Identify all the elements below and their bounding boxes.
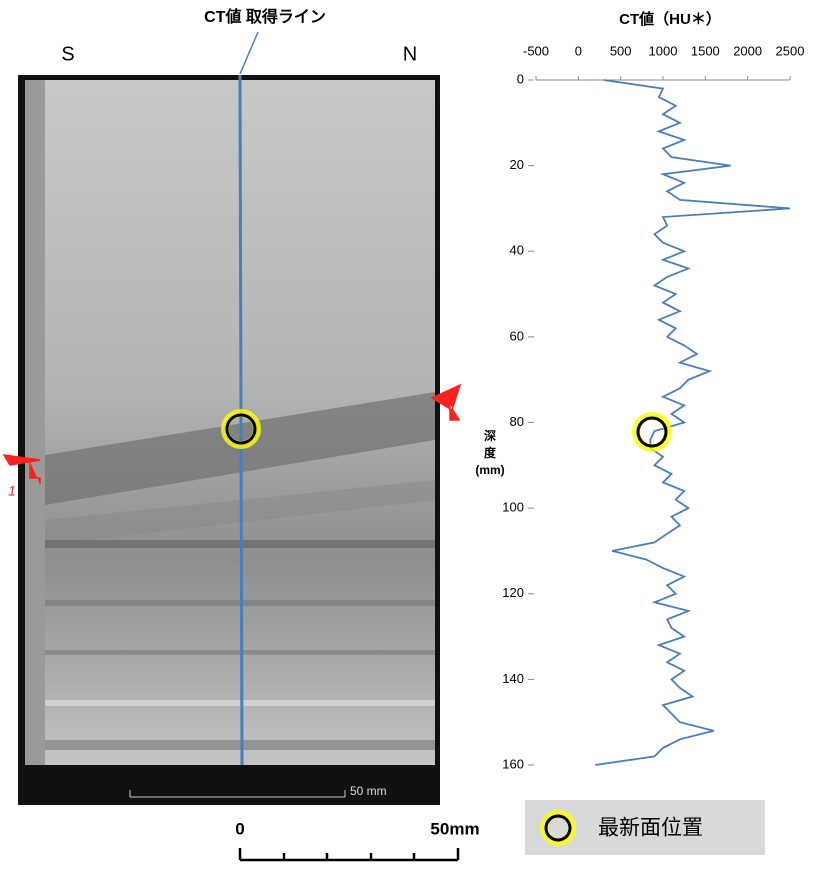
left-label: S bbox=[61, 43, 74, 65]
x-tick-label: 2000 bbox=[733, 43, 762, 58]
ct-value-line bbox=[595, 79, 791, 766]
x-tick-label: 0 bbox=[575, 43, 582, 58]
chart-position-circle bbox=[636, 416, 668, 448]
chart-position-glow bbox=[632, 412, 672, 452]
position-glow bbox=[221, 409, 261, 449]
x-tick-label: 500 bbox=[610, 43, 632, 58]
y-tick-label: 60 bbox=[510, 328, 524, 343]
title-arrow bbox=[239, 31, 259, 75]
right-label: N bbox=[403, 43, 417, 65]
y-tick-label: 20 bbox=[510, 157, 524, 172]
marker-left bbox=[2, 454, 41, 484]
marker-right bbox=[430, 383, 462, 421]
x-tick-label: -500 bbox=[523, 43, 549, 58]
y-tick-label: 140 bbox=[502, 671, 524, 686]
marker-label: 1 bbox=[8, 483, 16, 499]
x-tick-label: 1500 bbox=[691, 43, 720, 58]
y-tick-label: 100 bbox=[502, 500, 524, 515]
y-tick-label: 120 bbox=[502, 585, 524, 600]
image-title: CT値 取得ライン bbox=[204, 7, 326, 26]
legend-glow bbox=[540, 810, 576, 846]
scale-end: 50mm bbox=[430, 819, 479, 838]
y-tick-label: 80 bbox=[510, 414, 524, 429]
y-axis-label: 度 bbox=[484, 445, 497, 460]
scale-bar bbox=[238, 848, 460, 862]
scale-start: 0 bbox=[235, 819, 244, 838]
x-tick-label: 1000 bbox=[649, 43, 678, 58]
legend-box bbox=[525, 800, 765, 855]
position-circle bbox=[225, 413, 257, 445]
chart-title: CT値（HU＊） bbox=[619, 10, 721, 28]
y-axis-label: (mm) bbox=[475, 463, 504, 477]
legend-label: 最新面位置 bbox=[598, 817, 703, 840]
legend-circle bbox=[544, 814, 572, 842]
x-tick-label: 2500 bbox=[776, 43, 805, 58]
y-tick-label: 160 bbox=[502, 756, 524, 771]
y-tick-label: 40 bbox=[510, 243, 524, 258]
y-tick-label: 0 bbox=[517, 71, 524, 86]
image-scale-label: 50 mm bbox=[350, 784, 387, 798]
y-axis-label: 深 bbox=[484, 428, 496, 443]
plot: -500 0 500 1000 1500 2000 2500 0 20 40 60 80 100 120 1… bbox=[475, 43, 804, 771]
ct-line bbox=[238, 74, 244, 766]
